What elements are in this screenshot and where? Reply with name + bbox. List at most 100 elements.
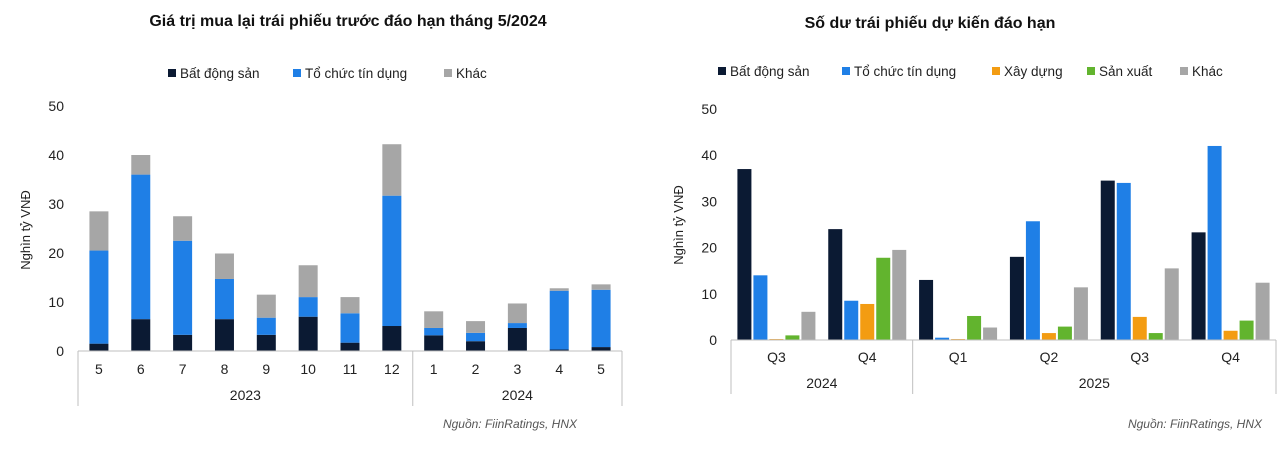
bar <box>828 229 843 340</box>
chart-left-title: Giá trị mua lại trái phiếu trước đáo hạn… <box>149 13 546 30</box>
x-group-label: 2024 <box>502 387 533 403</box>
x-group-label: 2025 <box>1079 375 1110 391</box>
bar-segment <box>382 326 402 351</box>
legend-label-credit: Tổ chức tín dụng <box>305 66 407 81</box>
chart-right-title: Số dư trái phiếu dự kiến đáo hạn <box>805 15 1056 32</box>
bar-segment <box>382 144 402 196</box>
bar-segment <box>591 284 611 290</box>
x-category-label: Q3 <box>1130 349 1149 365</box>
bar-segment <box>214 253 234 279</box>
bar <box>1148 333 1163 340</box>
bar-segment <box>173 240 193 335</box>
bar-segment <box>214 278 234 320</box>
bar <box>1132 316 1147 340</box>
bar-segment <box>173 216 193 241</box>
x-category-label: Q2 <box>1040 349 1059 365</box>
bar-segment <box>424 327 444 336</box>
y-tick-label: 30 <box>701 193 717 209</box>
bar-segment <box>591 347 611 351</box>
bar-segment <box>89 343 109 351</box>
chart-left-y-ticks: 0 10 20 30 40 50 <box>48 98 64 359</box>
bar-segment <box>214 319 234 351</box>
chart-right-bars <box>737 145 1270 340</box>
legend-swatch-real-estate <box>168 69 176 77</box>
bar <box>785 335 800 340</box>
bar <box>1009 256 1024 340</box>
bar <box>983 327 998 340</box>
x-category-label: 4 <box>555 361 563 377</box>
bar-segment <box>256 334 276 351</box>
bar <box>1041 333 1056 340</box>
bar-segment <box>466 321 486 333</box>
bar <box>876 257 891 340</box>
x-category-label: 2 <box>472 361 480 377</box>
y-tick-label: 20 <box>701 240 717 256</box>
x-category-label: 1 <box>430 361 438 377</box>
bar-segment <box>298 316 318 351</box>
x-category-label: 5 <box>95 361 103 377</box>
bar <box>860 303 875 340</box>
x-category-label: 10 <box>300 361 316 377</box>
x-category-label: 7 <box>179 361 187 377</box>
bar-segment <box>131 319 151 351</box>
x-category-label: 6 <box>137 361 145 377</box>
chart-left-source: Nguồn: FiinRatings, HNX <box>443 417 578 431</box>
legend-label-other: Khác <box>456 66 487 81</box>
y-tick-label: 10 <box>48 294 64 310</box>
chart-right-x-axis: Q3 Q4 Q1 Q2 Q3 Q4 2024 2025 <box>730 339 1277 394</box>
bar <box>1191 232 1206 340</box>
legend-label-manufacturing: Sản xuất <box>1099 64 1153 79</box>
chart-right-source: Nguồn: FiinRatings, HNX <box>1128 417 1263 431</box>
bar <box>1255 282 1270 340</box>
bar-segment <box>256 317 276 335</box>
bar-segment <box>340 342 360 351</box>
legend-swatch-credit <box>293 69 301 77</box>
legend-swatch-other <box>444 69 452 77</box>
bar <box>1164 268 1179 340</box>
bar <box>1025 221 1040 340</box>
bar <box>1057 326 1072 340</box>
x-category-label: 8 <box>221 361 229 377</box>
bar-segment <box>298 265 318 298</box>
x-category-label: 12 <box>384 361 400 377</box>
bar-segment <box>89 250 109 344</box>
bar-segment <box>549 349 569 351</box>
bar-segment <box>549 288 569 291</box>
bar-segment <box>591 289 611 348</box>
x-category-label: Q4 <box>1221 349 1240 365</box>
bar-segment <box>131 155 151 175</box>
bar-segment <box>131 174 151 320</box>
bar <box>919 279 934 340</box>
bar <box>935 337 950 340</box>
y-tick-label: 0 <box>56 343 64 359</box>
bar-segment <box>340 313 360 343</box>
bar-segment <box>424 335 444 351</box>
bar-segment <box>507 327 527 351</box>
x-category-label: 3 <box>513 361 521 377</box>
chart-right-y-ticks: 0 10 20 30 40 50 <box>701 101 717 348</box>
bar-segment <box>466 341 486 351</box>
chart-right: Số dư trái phiếu dự kiến đáo hạn Bất độn… <box>671 15 1277 431</box>
y-tick-label: 30 <box>48 196 64 212</box>
y-tick-label: 40 <box>48 147 64 163</box>
legend-swatch-other <box>1180 67 1188 75</box>
bar-segment <box>340 297 360 314</box>
chart-left: Giá trị mua lại trái phiếu trước đáo hạn… <box>18 13 623 431</box>
bar-segment <box>549 290 569 350</box>
bar-segment <box>256 294 276 318</box>
legend-label-real-estate: Bất động sản <box>730 64 810 79</box>
x-category-label: Q4 <box>858 349 877 365</box>
bar-segment <box>507 303 527 324</box>
bar <box>1207 145 1222 340</box>
bar <box>1239 320 1254 340</box>
y-tick-label: 10 <box>701 286 717 302</box>
chart-left-legend: Bất động sản Tổ chức tín dụng Khác <box>168 66 487 81</box>
legend-label-real-estate: Bất động sản <box>180 66 260 81</box>
y-tick-label: 0 <box>709 332 717 348</box>
legend-label-credit: Tổ chức tín dụng <box>854 64 956 79</box>
x-category-label: Q3 <box>767 349 786 365</box>
legend-label-construction: Xây dựng <box>1004 64 1063 79</box>
y-tick-label: 20 <box>48 245 64 261</box>
